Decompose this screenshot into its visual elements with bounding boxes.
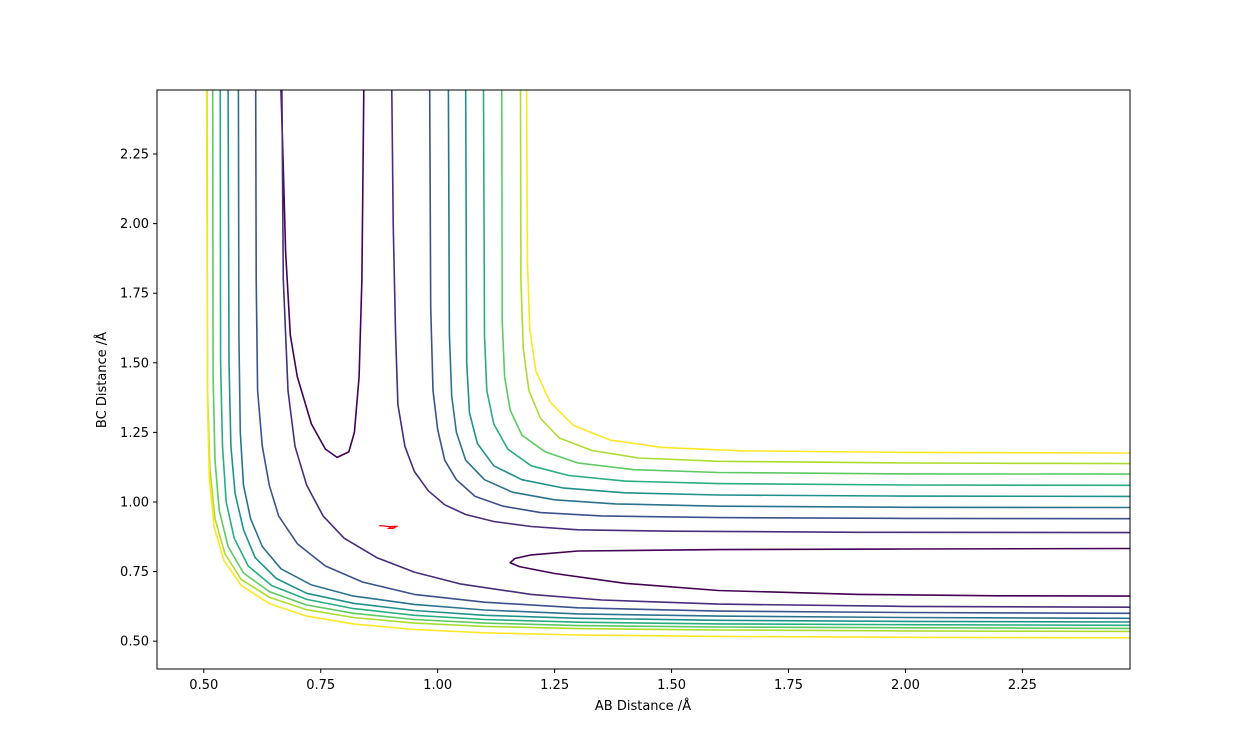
contour-level-3-segment-1 <box>237 90 1130 620</box>
contour-level-5-segment-0 <box>482 90 1130 487</box>
trajectory-line <box>379 525 398 530</box>
y-tick-label: 0.75 <box>120 565 149 580</box>
contour-level-2-segment-0 <box>428 90 1130 520</box>
contour-level-8-segment-1 <box>205 90 1130 639</box>
contour-level-7-segment-0 <box>519 90 1130 465</box>
y-axis: 0.50 0.75 1.00 1.25 1.50 1.75 2.00 2.25 <box>120 148 157 650</box>
contour-level-3-segment-0 <box>447 90 1130 509</box>
y-axis-label: BC Distance /Å <box>94 332 110 428</box>
x-tick-label: 1.50 <box>657 678 686 693</box>
y-tick-label: 2.25 <box>120 148 149 163</box>
x-tick-label: 1.75 <box>774 678 803 693</box>
contour-level-8-segment-0 <box>525 90 1130 454</box>
y-tick-label: 1.50 <box>120 356 149 371</box>
y-tick-label: 1.00 <box>120 495 149 510</box>
contour-level-6-segment-0 <box>500 90 1130 475</box>
x-tick-label: 0.50 <box>189 678 218 693</box>
plot-frame <box>156 89 1131 670</box>
contour-level-1-segment-0 <box>391 90 1130 534</box>
trajectory-path <box>379 525 398 530</box>
x-axis: 0.50 0.75 1.00 1.25 1.50 1.75 2.00 2.25 <box>189 669 1037 693</box>
x-tick-label: 2.25 <box>1008 678 1037 693</box>
contour-level-0-segment-0 <box>280 90 365 459</box>
contour-level-1-segment-1 <box>281 90 1130 609</box>
x-tick-label: 1.00 <box>423 678 452 693</box>
x-axis-label: AB Distance /Å <box>595 698 691 714</box>
contour-level-6-segment-1 <box>211 90 1130 630</box>
y-tick-label: 1.25 <box>120 426 149 441</box>
contour-level-5-segment-1 <box>219 90 1130 627</box>
contour-level-2-segment-1 <box>254 90 1130 615</box>
contour-lines <box>205 90 1130 639</box>
y-tick-label: 1.75 <box>120 287 149 302</box>
contour-level-0-segment-1 <box>509 547 1130 597</box>
x-tick-label: 1.25 <box>540 678 569 693</box>
contour-level-7-segment-1 <box>206 90 1130 633</box>
contour-level-4-segment-1 <box>227 90 1130 623</box>
x-tick-label: 2.00 <box>891 678 920 693</box>
y-tick-label: 2.00 <box>120 217 149 232</box>
y-tick-label: 0.50 <box>120 635 149 650</box>
contour-level-4-segment-0 <box>464 90 1130 498</box>
x-tick-label: 0.75 <box>306 678 335 693</box>
plot-area <box>157 90 1130 669</box>
